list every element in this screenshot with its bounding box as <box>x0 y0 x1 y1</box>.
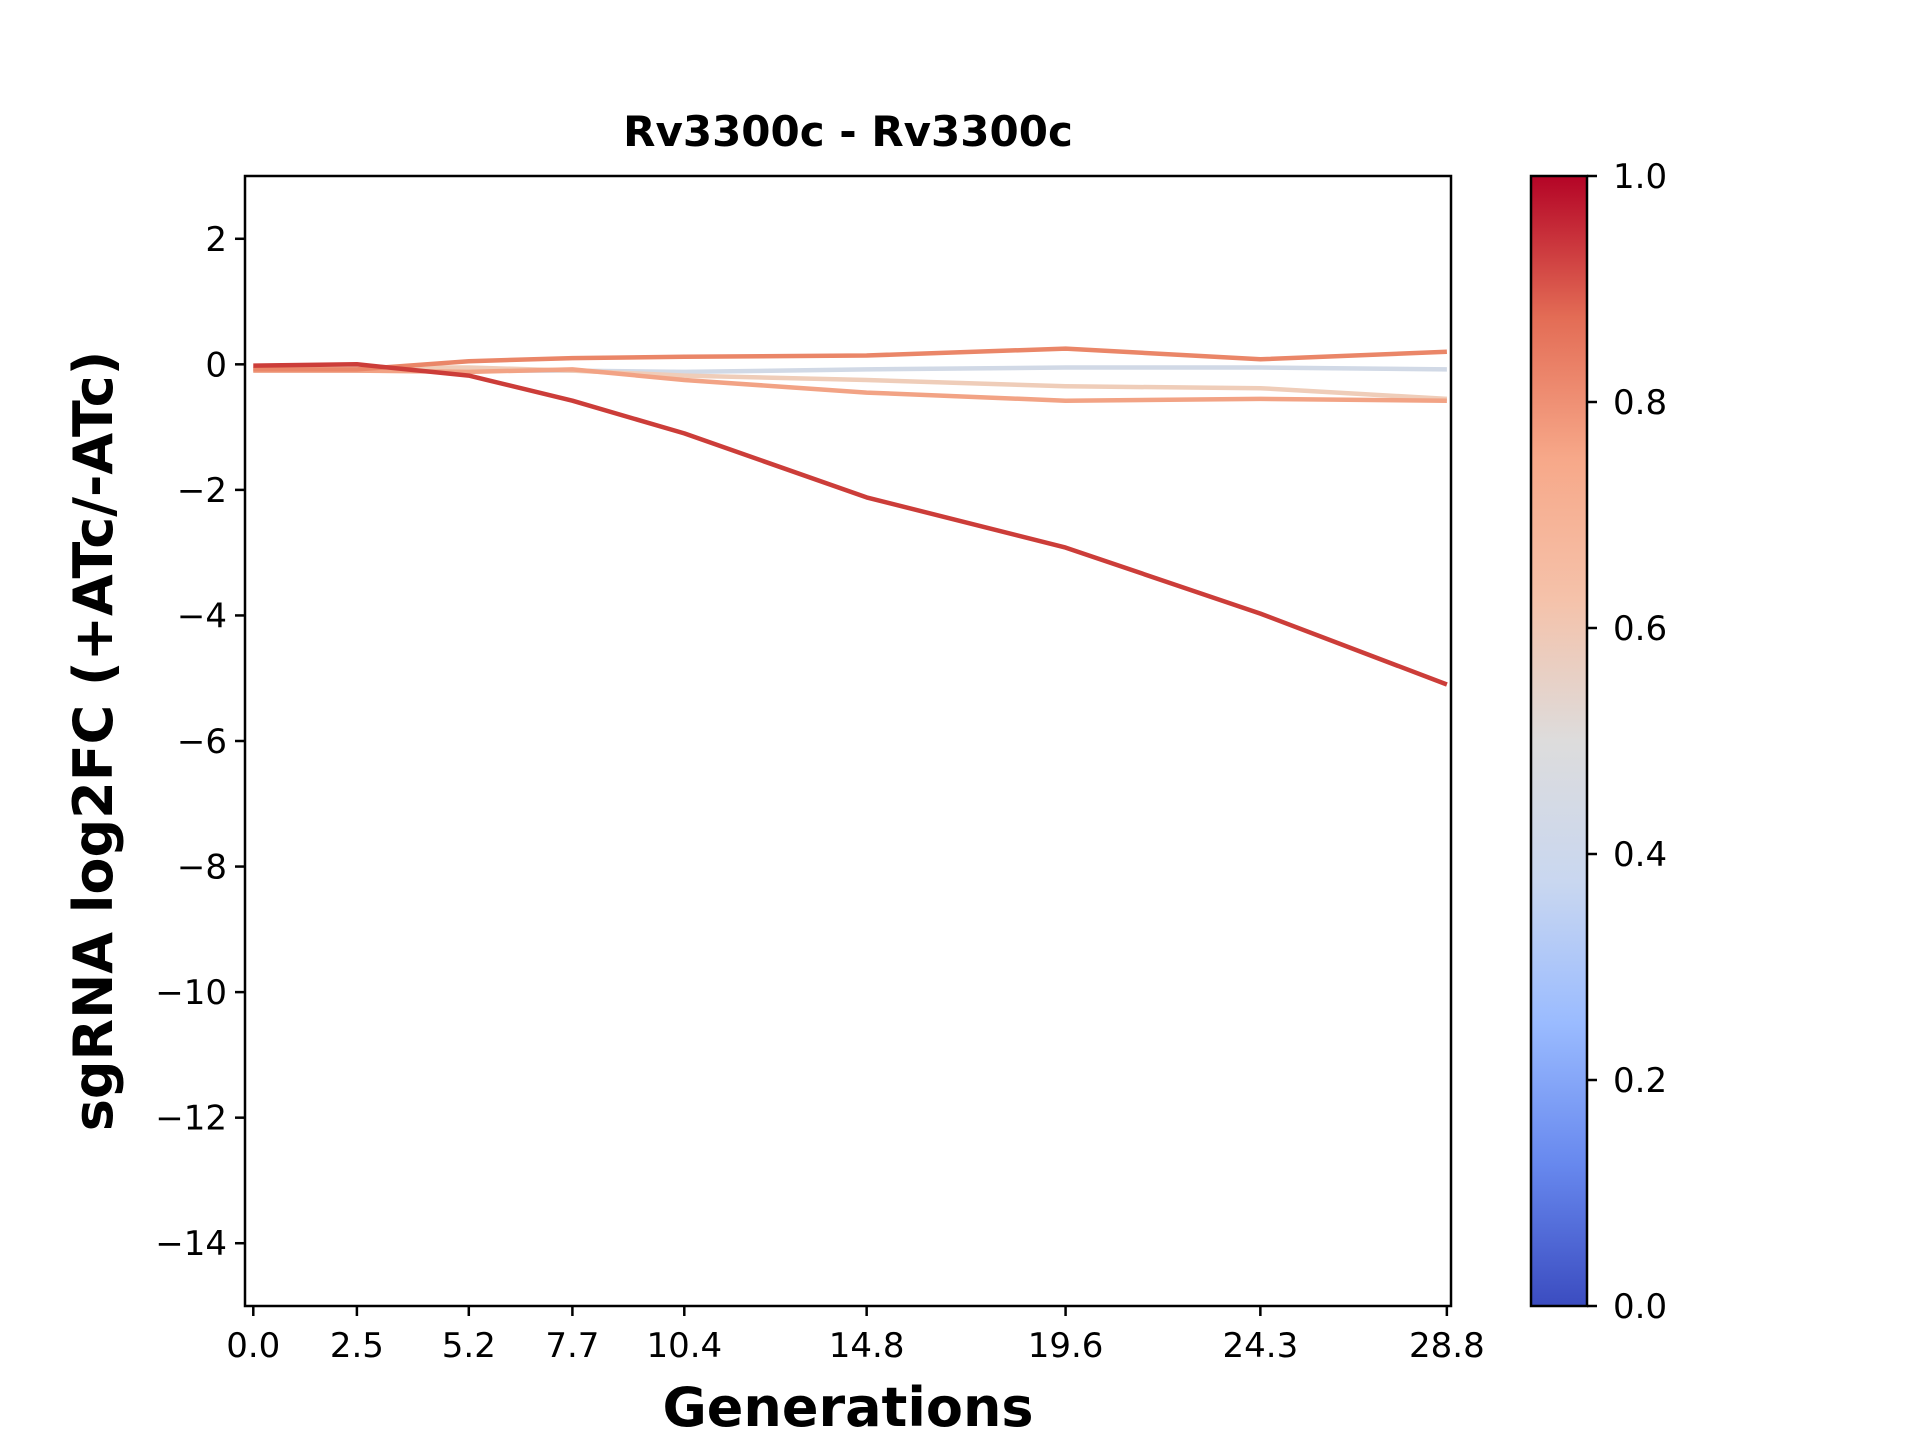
x-tick-label: 7.7 <box>545 1326 599 1366</box>
series-line-3 <box>253 367 1447 403</box>
x-tick-label: 19.6 <box>1028 1326 1104 1366</box>
colorbar-tick-label: 0.2 <box>1613 1061 1667 1101</box>
y-tick-label: −10 <box>155 973 227 1013</box>
x-tick-label: 5.2 <box>442 1326 496 1366</box>
x-axis: 0.0 2.5 5.2 7.7 10.4 14.8 19.6 24.3 28.8 <box>226 1306 1485 1366</box>
chart-title: Rv3300c - Rv3300c <box>623 107 1073 156</box>
plot-frame <box>243 174 1453 1308</box>
y-tick-label: 2 <box>205 220 227 260</box>
y-tick-label: −14 <box>155 1224 227 1264</box>
y-axis: 2 0 −2 −4 −6 −8 −10 −12 −14 <box>155 220 245 1264</box>
x-tick-label: 14.8 <box>829 1326 905 1366</box>
x-axis-title: Generations <box>662 1376 1033 1439</box>
y-axis-title: sgRNA log2FC (+ATc/-ATc) <box>62 351 125 1132</box>
colorbar-ticks: 0.0 0.2 0.4 0.6 0.8 1.0 <box>1587 157 1667 1327</box>
plot-area <box>253 346 1448 687</box>
y-tick-label: −4 <box>177 596 227 636</box>
colorbar: 0.0 0.2 0.4 0.6 0.8 1.0 <box>1529 157 1667 1327</box>
x-tick-label: 28.8 <box>1409 1326 1485 1366</box>
x-tick-label: 2.5 <box>330 1326 384 1366</box>
series-line-5 <box>253 362 1448 687</box>
y-tick-label: −8 <box>177 848 227 888</box>
colorbar-tick-label: 0.6 <box>1613 609 1667 649</box>
y-tick-label: −2 <box>177 471 227 511</box>
x-tick-label: 10.4 <box>646 1326 722 1366</box>
colorbar-tick-label: 0.0 <box>1613 1287 1667 1327</box>
x-tick-label: 0.0 <box>226 1326 280 1366</box>
colorbar-tick-label: 0.8 <box>1613 383 1667 423</box>
colorbar-tick-label: 0.4 <box>1613 835 1667 875</box>
y-tick-label: 0 <box>205 345 227 385</box>
x-tick-label: 24.3 <box>1223 1326 1299 1366</box>
y-tick-label: −6 <box>177 722 227 762</box>
colorbar-gradient <box>1529 174 1589 1308</box>
y-tick-label: −12 <box>155 1099 227 1139</box>
colorbar-tick-label: 1.0 <box>1613 157 1667 197</box>
